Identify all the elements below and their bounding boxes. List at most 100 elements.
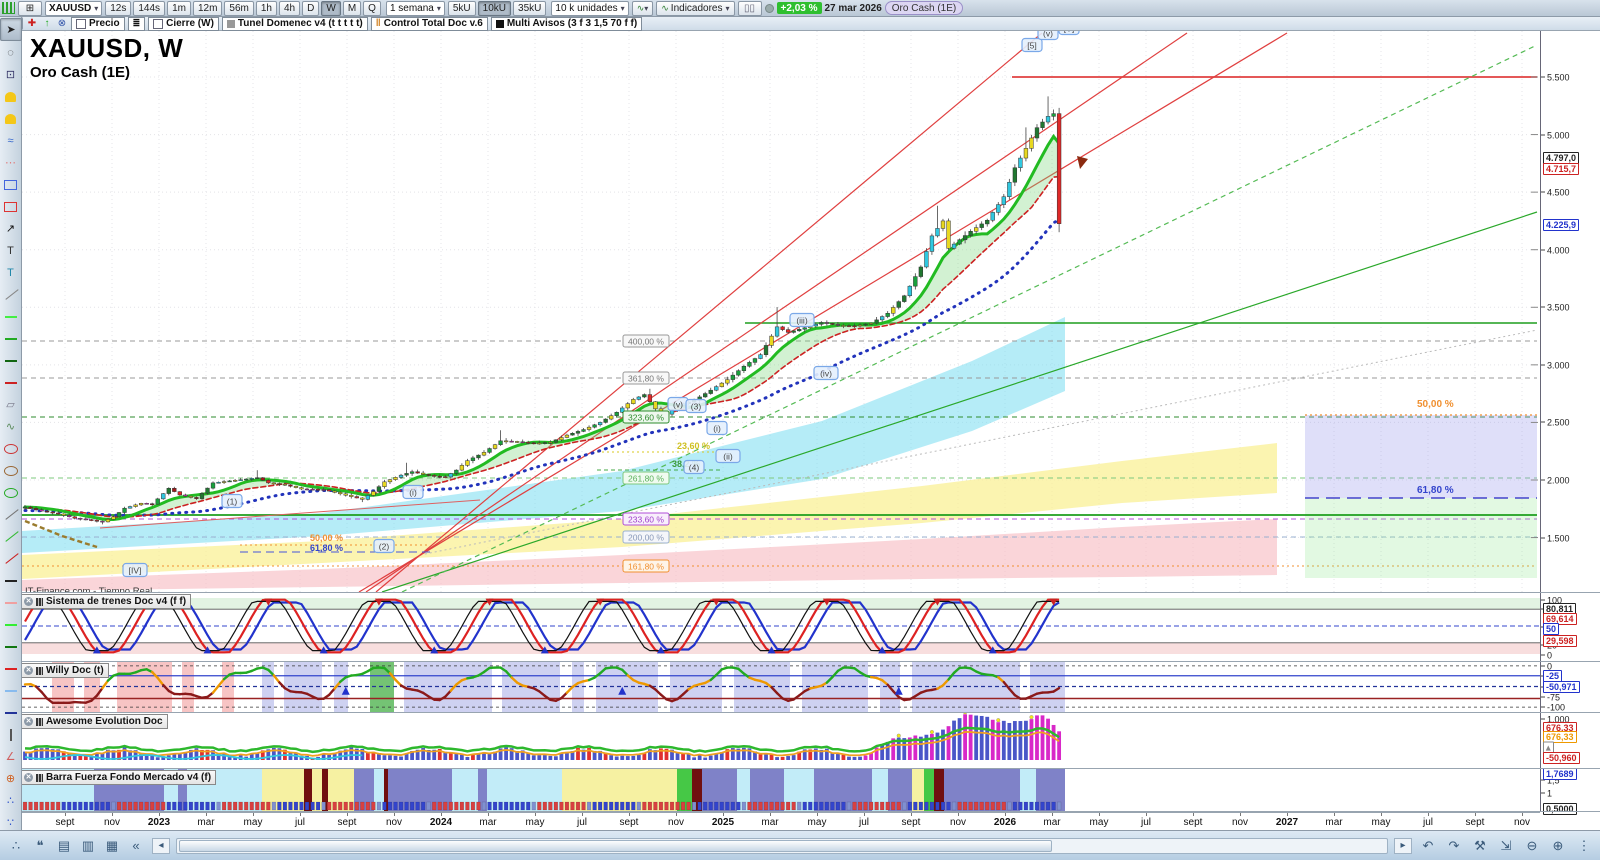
points-a-tool[interactable]: ∴ xyxy=(7,795,14,807)
time-tick xyxy=(112,813,113,816)
hline-pink-tool[interactable] xyxy=(1,592,21,613)
scroll-left-button[interactable]: ◂ xyxy=(152,837,170,854)
vline-tool[interactable] xyxy=(1,724,21,745)
chart-type-button[interactable]: ∿ ▾ xyxy=(631,0,654,16)
chart-scrollbar[interactable] xyxy=(176,837,1388,854)
scroll-right-button[interactable]: ▸ xyxy=(1394,837,1412,854)
alarm-tool[interactable] xyxy=(1,108,21,129)
object-chip-3[interactable]: Tunel Domenec v4 (t t t t t) xyxy=(221,16,368,31)
hline-dgreen2-tool[interactable] xyxy=(1,636,21,657)
collapse-left-icon[interactable]: « xyxy=(132,838,140,853)
compare-icon[interactable]: ▥ xyxy=(81,837,95,853)
wave-tool[interactable]: ∿ xyxy=(5,421,16,433)
export-chart-icon[interactable]: ▦ xyxy=(105,837,119,853)
timeframe-button-M[interactable]: M xyxy=(342,0,362,16)
ellipse-brown-tool[interactable] xyxy=(1,460,21,481)
hline-navy-tool[interactable] xyxy=(1,702,21,723)
ruler-tool[interactable]: ▱ xyxy=(6,399,15,411)
hline-lightblue-tool[interactable] xyxy=(1,680,21,701)
circle-plus-tool[interactable]: ⊕ xyxy=(5,773,16,785)
arrow-tool[interactable]: ↗ xyxy=(5,223,16,235)
trailing-stop-tool[interactable]: ≈ xyxy=(7,134,14,147)
hline-black-tool[interactable] xyxy=(1,570,21,591)
object-chip-2[interactable]: Cierre (W) xyxy=(148,16,219,31)
close-icon[interactable]: ✕ xyxy=(24,773,33,782)
hline-green2-tool[interactable] xyxy=(1,614,21,635)
time-label: sept xyxy=(1465,817,1485,828)
zoom-out-icon[interactable]: ⊖ xyxy=(1526,837,1538,853)
timeframe-button-12m[interactable]: 12m xyxy=(192,0,223,16)
timeframe-button-Q[interactable]: Q xyxy=(363,0,381,16)
time-axis[interactable]: sept nov 2023 mar may jul sept nov 2024 mar may jul… xyxy=(22,812,1540,831)
close-icon[interactable]: ✕ xyxy=(24,666,33,675)
cursor-tool[interactable]: ➤ xyxy=(0,18,22,41)
panel-separator xyxy=(22,592,1600,593)
hline-red-tool[interactable] xyxy=(1,372,21,393)
symbol-select[interactable]: XAUUSD ▾ xyxy=(45,0,103,16)
ellipse-green-tool[interactable] xyxy=(1,482,21,503)
units-button-10kU[interactable]: 10kU xyxy=(477,0,512,16)
target-tool[interactable]: ⋯ xyxy=(5,157,16,169)
timeframe-button-D[interactable]: D xyxy=(302,0,320,16)
rect-blue-tool[interactable] xyxy=(1,174,21,195)
close-icon[interactable]: ✕ xyxy=(24,717,33,726)
angle-tool[interactable]: ∠ xyxy=(5,751,16,763)
report-icon[interactable]: ▤ xyxy=(57,837,71,853)
timeframe-button-1m[interactable]: 1m xyxy=(167,0,191,16)
awesome-evolution-svg[interactable] xyxy=(22,713,1540,768)
zoom-in-icon[interactable]: ⊕ xyxy=(1552,837,1564,853)
line-red-tool[interactable] xyxy=(1,548,21,569)
share-icon[interactable]: ∴ xyxy=(11,837,21,853)
points-b-tool[interactable]: ∵ xyxy=(7,817,14,829)
units-select[interactable]: 10 k unidades ▾ xyxy=(551,0,629,16)
barra-fuerza-fondo-svg[interactable] xyxy=(22,769,1540,812)
hline-dark-green-tool[interactable] xyxy=(1,350,21,371)
object-chip-4[interactable]: ‖ Control Total Doc v.6 xyxy=(370,16,488,31)
pause-button[interactable]: ▯▯ xyxy=(737,0,762,16)
timeframe-button-56m[interactable]: 56m xyxy=(224,0,254,16)
timeframe-button-1h[interactable]: 1h xyxy=(255,0,277,16)
timeframe-button-144s[interactable]: 144s xyxy=(133,0,166,16)
timeframe-button-12s[interactable]: 12s xyxy=(105,0,132,16)
line-green-tool[interactable] xyxy=(1,526,21,547)
more-icon[interactable]: ⋮ xyxy=(1577,837,1591,853)
rect-red-tool[interactable] xyxy=(1,196,21,217)
callout-tool[interactable]: T xyxy=(7,266,14,279)
ellipse-red-tool[interactable] xyxy=(1,438,21,459)
zoom-pan-icon[interactable]: ⇲ xyxy=(1500,837,1512,853)
undo-icon[interactable]: ↶ xyxy=(1422,837,1434,853)
zoom-area-tool[interactable]: ⊡ xyxy=(5,69,16,81)
units-button-35kU[interactable]: 35kU xyxy=(513,0,547,16)
scrollbar-thumb[interactable] xyxy=(179,839,1053,852)
zoom-tool[interactable]: ◌ xyxy=(7,46,14,59)
add-icon[interactable]: ✚ xyxy=(27,18,37,29)
comments-icon[interactable]: ❝ xyxy=(36,837,44,853)
units-button-5kU[interactable]: 5kU xyxy=(447,0,476,16)
price-axis[interactable]: 5.500 5.000 4.500 4.000 3.500 3.000 2.500 2.000… xyxy=(1540,31,1600,815)
object-chip-0[interactable]: Precio xyxy=(71,16,125,31)
object-chip-5[interactable]: Multi Avisos (3 f 3 1,5 70 f f) xyxy=(490,16,643,31)
hline-red2-tool[interactable] xyxy=(1,658,21,679)
settings-wrench-icon[interactable]: ⚒ xyxy=(1474,837,1486,853)
text-tool[interactable]: T xyxy=(7,244,14,257)
line-gray-tool[interactable] xyxy=(1,504,21,525)
chart-area[interactable]: 50,00 %61,80 %23,60 %38,2 %50,00 %61,80 … xyxy=(22,31,1540,592)
layout-grid-icon[interactable]: ⊞ xyxy=(18,0,42,16)
period-select[interactable]: 1 semana ▾ xyxy=(385,0,445,16)
close-all-icon[interactable]: ⊗ xyxy=(57,18,67,29)
sistema-de-trenes-svg[interactable] xyxy=(22,593,1540,660)
indicators-button[interactable]: ∿ Indicadores ▾ xyxy=(656,0,735,16)
close-icon[interactable]: ✕ xyxy=(24,597,33,606)
up-icon[interactable]: ↑ xyxy=(44,18,50,29)
timeframe-button-W[interactable]: W xyxy=(321,0,341,16)
willy-doc-svg[interactable] xyxy=(22,662,1540,712)
price-chart-svg[interactable]: 50,00 %61,80 %23,60 %38,2 %50,00 %61,80 … xyxy=(22,31,1540,592)
hline-bright-green-tool[interactable] xyxy=(1,306,21,327)
timeframe-button-4h[interactable]: 4h xyxy=(279,0,301,16)
instrument-tag[interactable]: Oro Cash (1E) xyxy=(884,1,964,15)
object-chip-1[interactable]: ≣ xyxy=(127,16,146,31)
alarm-add-tool[interactable] xyxy=(1,86,21,107)
segment-tool[interactable] xyxy=(1,284,21,305)
hline-green-tool[interactable] xyxy=(1,328,21,349)
redo-icon[interactable]: ↷ xyxy=(1448,837,1460,853)
